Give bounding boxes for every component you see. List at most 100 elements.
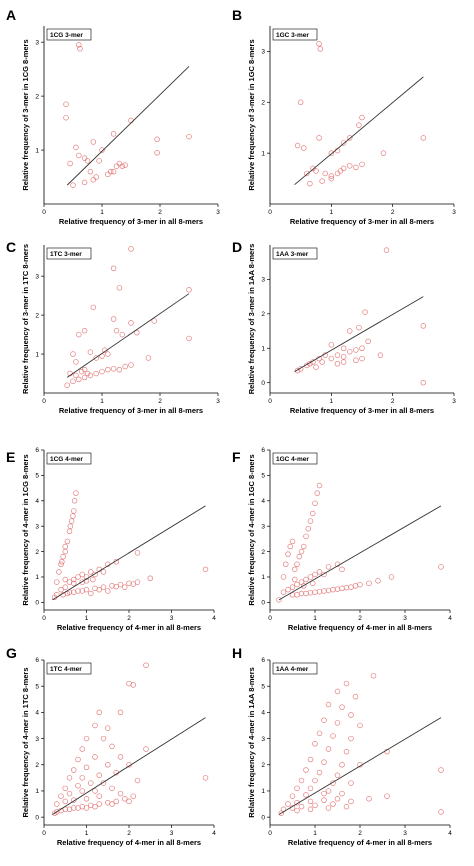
y-tick-label: 2	[35, 93, 39, 100]
chart-panel-c: C 0 1 2 3 1 2 3 Relative frequency of 3-mer in a…	[6, 239, 220, 415]
x-tick-label: 3	[403, 615, 407, 622]
y-tick-label: 6	[35, 657, 39, 664]
x-tick-label: 2	[358, 830, 362, 837]
data-point	[289, 793, 296, 799]
data-point	[340, 345, 347, 352]
data-point	[128, 246, 134, 252]
data-point	[321, 790, 327, 797]
data-point	[330, 586, 336, 593]
data-point	[356, 324, 362, 331]
x-tick-label: 0	[42, 398, 46, 405]
panel-letter: G	[6, 645, 17, 661]
data-point	[93, 355, 99, 361]
data-point	[319, 178, 325, 184]
data-point	[334, 352, 341, 358]
data-point	[117, 790, 124, 797]
data-point	[92, 722, 98, 729]
data-point	[110, 168, 117, 175]
data-point	[352, 583, 359, 589]
x-axis-label: Relative frequency of 4-mer in all 8-mer…	[57, 623, 201, 632]
x-tick-label: 1	[330, 209, 334, 216]
data-point	[301, 583, 307, 589]
chart-panel-g: G 0 1 2 3 4 0 1 2 3 4 5 6 Relative frequency of 4-mer…	[6, 645, 216, 847]
data-point	[122, 363, 128, 370]
y-axis-label: Relative frequency of 4-mer in 1AA 8-mer…	[247, 667, 256, 818]
data-point	[113, 798, 119, 805]
y-axis-label: Relative frequency of 4-mer in 1TC 8-mer…	[21, 667, 30, 817]
data-point	[81, 327, 88, 334]
data-point	[96, 801, 102, 807]
data-point	[87, 569, 94, 575]
data-point	[298, 803, 305, 810]
data-point	[343, 584, 350, 591]
x-axis-label: Relative frequency of 4-mer in all 8-mer…	[57, 838, 201, 847]
data-point	[96, 772, 102, 778]
data-point	[352, 693, 359, 700]
data-point	[56, 569, 62, 575]
legend-box	[46, 28, 92, 41]
data-point	[366, 580, 372, 587]
x-tick-label: 1	[330, 398, 334, 405]
data-point	[154, 150, 160, 156]
y-tick-label: 1	[261, 150, 265, 157]
data-point	[62, 785, 68, 792]
data-point	[186, 335, 192, 342]
data-point	[75, 782, 81, 789]
data-point	[113, 163, 120, 169]
data-point	[63, 101, 69, 107]
data-point	[62, 548, 68, 555]
data-point	[130, 682, 137, 688]
data-point	[109, 743, 115, 750]
data-point	[70, 182, 76, 188]
y-tick-label: 2	[261, 311, 265, 318]
data-point	[70, 513, 76, 519]
data-point	[314, 490, 321, 496]
x-tick-label: 3	[452, 209, 456, 216]
y-axis-label: Relative frequency of 3-mer in 1TC 8-mer…	[21, 244, 30, 394]
data-point	[76, 376, 82, 383]
data-point	[353, 164, 359, 171]
chart-panel-h: H 0 1 2 3 4 0 1 2 3 4 5 6 Relative frequency of 4-mer…	[232, 645, 452, 847]
data-point	[292, 576, 298, 583]
data-point	[312, 777, 318, 784]
data-point	[330, 780, 336, 786]
data-point	[87, 372, 94, 379]
data-point	[307, 574, 314, 580]
x-tick-label: 1	[85, 615, 89, 622]
data-point	[298, 777, 305, 784]
data-point	[134, 329, 140, 336]
data-point	[359, 355, 365, 362]
data-point	[83, 764, 90, 771]
data-point	[334, 688, 341, 695]
data-point	[67, 160, 73, 167]
data-point	[375, 578, 381, 584]
y-tick-label: 5	[35, 473, 39, 480]
data-point	[339, 585, 345, 592]
chart-panel-f: F 0 1 2 3 4 0 1 2 3 4 5 6 Relative frequency of 4-mer…	[232, 447, 452, 632]
data-point	[316, 569, 323, 575]
y-tick-label: 5	[35, 683, 39, 690]
panel-letter: D	[232, 239, 242, 255]
data-point	[303, 576, 309, 583]
data-point	[110, 366, 117, 372]
data-point	[294, 807, 300, 814]
data-point	[316, 482, 323, 489]
y-axis-label: Relative frequency of 3-mer in 1CG 8-mer…	[21, 39, 30, 190]
y-tick-label: 0	[35, 814, 39, 821]
data-point	[310, 580, 316, 587]
legend: 1AA 3-mer	[272, 247, 318, 260]
legend-box	[46, 452, 92, 465]
data-point	[346, 328, 353, 334]
data-point	[362, 309, 368, 315]
data-point	[294, 785, 300, 792]
data-point	[87, 590, 94, 597]
x-tick-label: 0	[42, 209, 46, 216]
data-point	[58, 793, 64, 799]
y-tick-label: 0	[261, 380, 265, 387]
data-point	[377, 352, 384, 358]
data-point	[307, 798, 314, 805]
x-tick-label: 4	[212, 830, 216, 837]
data-point	[51, 810, 58, 816]
data-point	[357, 722, 363, 729]
data-point	[321, 797, 327, 803]
